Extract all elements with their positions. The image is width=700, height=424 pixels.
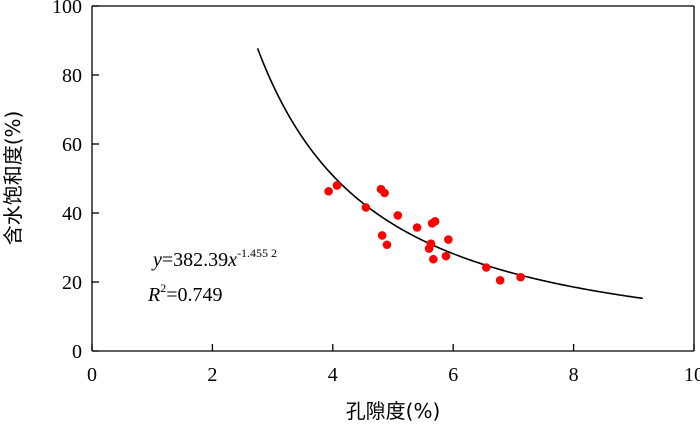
fit-curve [256, 48, 643, 300]
equation-coefficient: =382.39 [162, 249, 228, 271]
y-tick-label: 100 [52, 0, 82, 18]
y-tick-label: 20 [62, 272, 82, 294]
data-point-6 [377, 231, 387, 240]
fit-equation: y=382.39x-1.455 2 [151, 246, 277, 271]
data-point-7 [382, 240, 392, 250]
plot-area [256, 48, 643, 300]
equation-x-symbol: x [227, 249, 237, 271]
data-point-15 [441, 251, 451, 261]
data-point-11 [426, 239, 436, 249]
data-points [324, 181, 525, 285]
data-point-16 [444, 235, 453, 244]
x-tick-label: 8 [569, 364, 579, 386]
x-tick-label: 2 [207, 364, 217, 386]
data-point-2 [332, 181, 342, 190]
r-value: =0.749 [166, 284, 222, 306]
r-superscript: 2 [160, 281, 166, 295]
axes-frame [91, 5, 695, 352]
x-tick-label: 6 [448, 364, 458, 386]
data-point-3 [361, 203, 371, 212]
r-symbol: R [147, 284, 160, 306]
y-tick-label: 80 [62, 65, 82, 87]
data-point-18 [495, 275, 505, 285]
y-tick-label: 40 [62, 203, 82, 225]
x-tick-label: 0 [87, 364, 97, 386]
data-point-13 [430, 216, 440, 226]
r-squared-label: R2=0.749 [147, 281, 223, 306]
data-point-9 [412, 223, 422, 232]
y-axis-ticks: 0 20 40 60 80 100 [52, 0, 99, 363]
data-point-8 [393, 211, 403, 220]
y-axis-title: 含水饱和度(%) [1, 111, 25, 246]
equation-y-symbol: y [151, 249, 162, 271]
data-point-17 [482, 263, 491, 272]
equation-exponent: -1.455 2 [237, 246, 277, 260]
x-axis-title: 孔隙度(%) [346, 399, 441, 423]
data-point-5 [380, 188, 389, 198]
data-point-1 [324, 186, 333, 196]
data-point-14 [429, 254, 438, 264]
y-tick-label: 0 [72, 341, 82, 363]
x-tick-label: 10 [684, 364, 700, 386]
y-tick-label: 60 [62, 134, 82, 156]
data-point-19 [516, 272, 525, 282]
x-tick-label: 4 [328, 364, 338, 386]
x-axis-ticks: 0 2 4 6 8 10 [87, 344, 700, 386]
